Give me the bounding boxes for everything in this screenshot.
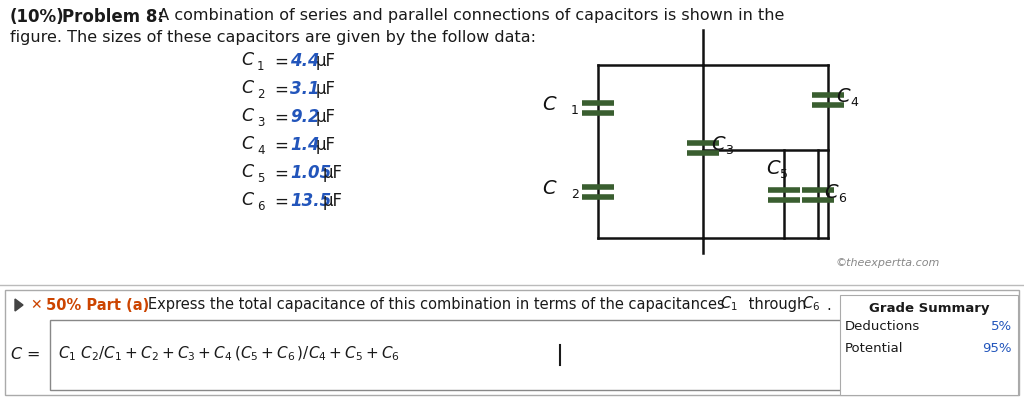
Text: A combination of series and parallel connections of capacitors is shown in the: A combination of series and parallel con… <box>148 8 784 23</box>
Text: 1.4: 1.4 <box>290 136 319 154</box>
Text: 5: 5 <box>780 168 788 180</box>
Text: 4: 4 <box>257 144 264 156</box>
Text: $C$ =: $C$ = <box>10 346 40 362</box>
Text: Problem 8:: Problem 8: <box>62 8 164 26</box>
Text: 5: 5 <box>257 172 264 184</box>
Text: $C_6$: $C_6$ <box>802 295 820 313</box>
Text: μF: μF <box>315 52 336 70</box>
Text: 1.05: 1.05 <box>290 164 331 182</box>
Text: 4: 4 <box>850 96 858 110</box>
Text: μF: μF <box>323 192 343 210</box>
Text: μF: μF <box>315 80 336 98</box>
Text: through: through <box>744 298 811 312</box>
Text: 9.2: 9.2 <box>290 108 319 126</box>
Text: 2: 2 <box>257 88 264 100</box>
Text: $C$: $C$ <box>241 135 255 153</box>
Text: $C$: $C$ <box>241 191 255 209</box>
Text: $C$: $C$ <box>711 136 727 154</box>
Text: $C$: $C$ <box>836 88 852 106</box>
Polygon shape <box>15 299 23 311</box>
Text: Deductions: Deductions <box>845 320 921 333</box>
Text: μF: μF <box>315 136 336 154</box>
Text: $=$: $=$ <box>271 80 289 98</box>
Text: Express the total capacitance of this combination in terms of the capacitances: Express the total capacitance of this co… <box>148 298 729 312</box>
Text: 13.5: 13.5 <box>290 192 331 210</box>
Text: .: . <box>826 298 830 312</box>
Text: 1: 1 <box>571 104 579 118</box>
Text: $C$: $C$ <box>766 158 781 178</box>
Text: $C_1$: $C_1$ <box>720 295 737 313</box>
Text: $C$: $C$ <box>241 51 255 69</box>
Text: $C$: $C$ <box>241 107 255 125</box>
Text: ✕: ✕ <box>30 298 42 312</box>
Text: Grade Summary: Grade Summary <box>868 302 989 315</box>
Text: 3: 3 <box>725 144 733 158</box>
Text: 50% Part (a): 50% Part (a) <box>46 298 150 312</box>
Text: $=$: $=$ <box>271 164 289 182</box>
Text: $=$: $=$ <box>271 136 289 154</box>
Text: 1: 1 <box>257 60 264 72</box>
FancyBboxPatch shape <box>840 295 1018 395</box>
Text: μF: μF <box>315 108 336 126</box>
Text: ©theexpertta.com: ©theexpertta.com <box>836 258 940 268</box>
Text: $C$: $C$ <box>241 163 255 181</box>
FancyBboxPatch shape <box>5 290 1019 395</box>
Text: $=$: $=$ <box>271 192 289 210</box>
Text: $C$: $C$ <box>543 96 558 114</box>
Text: figure. The sizes of these capacitors are given by the follow data:: figure. The sizes of these capacitors ar… <box>10 30 536 45</box>
Text: $=$: $=$ <box>271 52 289 70</box>
Text: 5%: 5% <box>991 320 1012 333</box>
Text: 3.1: 3.1 <box>290 80 319 98</box>
Text: (10%): (10%) <box>10 8 65 26</box>
FancyBboxPatch shape <box>50 320 920 390</box>
Text: 3: 3 <box>257 116 264 128</box>
Text: $C$: $C$ <box>543 180 558 198</box>
Text: 6: 6 <box>838 192 846 204</box>
Text: $=$: $=$ <box>271 108 289 126</box>
Text: 4.4: 4.4 <box>290 52 319 70</box>
Text: Potential: Potential <box>845 342 903 355</box>
Text: 2: 2 <box>571 188 579 202</box>
Text: μF: μF <box>323 164 343 182</box>
Text: $C$: $C$ <box>241 79 255 97</box>
Text: 6: 6 <box>257 200 264 212</box>
Text: $C_1\ C_2/C_1 + C_2 + C_3 + C_4\,(C_5+C_6\,)/C_4 + C_5 + C_6$: $C_1\ C_2/C_1 + C_2 + C_3 + C_4\,(C_5+C_… <box>58 345 400 363</box>
Text: 95%: 95% <box>982 342 1012 355</box>
Text: $C$: $C$ <box>824 182 840 202</box>
